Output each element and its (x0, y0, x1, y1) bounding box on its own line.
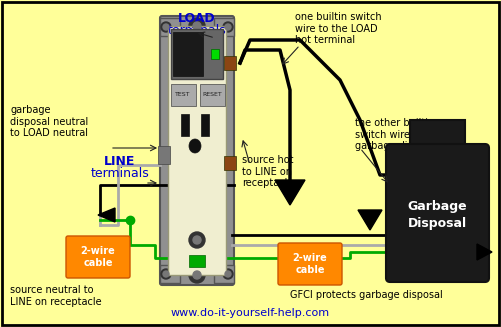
Text: LOAD: LOAD (178, 12, 216, 25)
Text: 2-wire
cable: 2-wire cable (293, 253, 327, 275)
Bar (189, 255, 205, 267)
Text: Garbage
Disposal: Garbage Disposal (407, 200, 467, 230)
Circle shape (163, 271, 169, 277)
Text: TEST: TEST (175, 93, 191, 97)
Bar (171, 29, 223, 79)
Bar (224, 156, 236, 170)
Circle shape (163, 24, 169, 30)
Bar (211, 49, 219, 59)
Polygon shape (98, 208, 115, 222)
Text: GFCI protects garbage disposal: GFCI protects garbage disposal (290, 290, 443, 300)
Circle shape (193, 271, 201, 279)
Bar (410, 120, 465, 148)
Text: one builtin switch
wire to the LOAD
hot terminal: one builtin switch wire to the LOAD hot … (295, 12, 382, 45)
Text: source hot
to LINE on
receptacle: source hot to LINE on receptacle (242, 155, 294, 188)
Circle shape (193, 22, 201, 30)
Text: terminals: terminals (91, 167, 149, 180)
Text: garbage
disposal neutral
to LOAD neutral: garbage disposal neutral to LOAD neutral (10, 105, 88, 138)
Bar (171, 84, 196, 106)
Circle shape (189, 267, 205, 283)
Bar (201, 114, 209, 136)
FancyBboxPatch shape (278, 243, 342, 285)
Bar (158, 146, 170, 164)
Bar (214, 18, 234, 36)
Polygon shape (358, 210, 382, 230)
Circle shape (223, 269, 233, 279)
Circle shape (193, 236, 201, 244)
Text: www.do-it-yourself-help.com: www.do-it-yourself-help.com (170, 308, 330, 318)
Bar (181, 114, 189, 136)
Circle shape (189, 18, 205, 34)
Bar (200, 84, 225, 106)
Bar (168, 26, 226, 275)
Bar (214, 265, 234, 283)
Circle shape (161, 269, 171, 279)
Text: RESET: RESET (202, 93, 222, 97)
Text: the other builtin
switch wire to
garbage disposal hot: the other builtin switch wire to garbage… (355, 118, 458, 151)
Polygon shape (477, 244, 492, 260)
Bar (224, 56, 236, 70)
Text: terminals: terminals (168, 24, 226, 37)
Ellipse shape (189, 139, 201, 153)
Circle shape (161, 22, 171, 32)
Circle shape (189, 232, 205, 248)
Circle shape (223, 22, 233, 32)
Circle shape (225, 271, 231, 277)
Bar (160, 265, 180, 283)
FancyBboxPatch shape (66, 236, 130, 278)
Bar (160, 18, 180, 36)
FancyBboxPatch shape (386, 144, 489, 282)
Bar (173, 32, 203, 76)
Circle shape (225, 24, 231, 30)
Text: 2-wire
cable: 2-wire cable (81, 246, 115, 268)
Text: LINE: LINE (104, 155, 136, 168)
Polygon shape (275, 180, 305, 205)
FancyBboxPatch shape (160, 16, 234, 285)
Text: source neutral to
LINE on receptacle: source neutral to LINE on receptacle (10, 285, 102, 307)
